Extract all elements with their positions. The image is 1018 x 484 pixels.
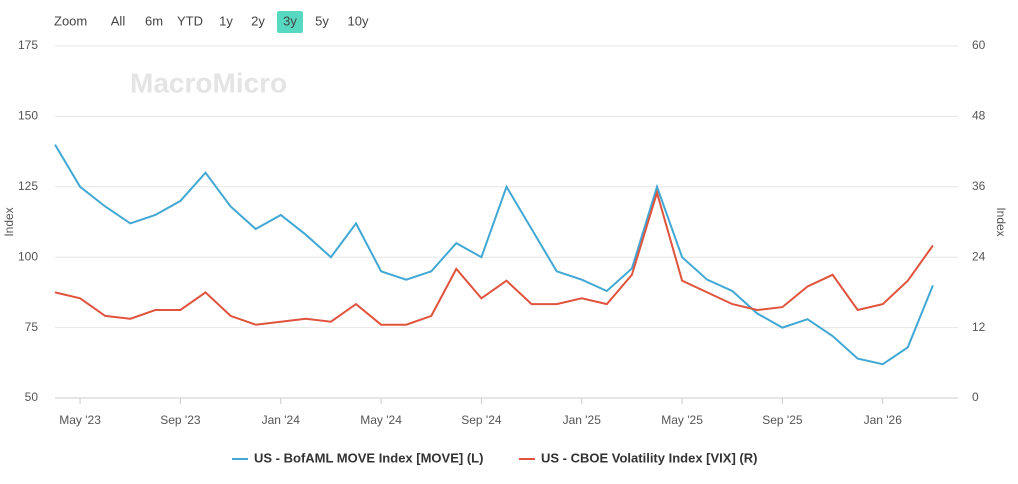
legend-label[interactable]: US - BofAML MOVE Index [MOVE] (L) [254, 450, 483, 465]
x-tick-label: May '25 [661, 413, 703, 427]
x-tick-label: Jan '24 [262, 413, 301, 427]
range-button[interactable]: 3y [283, 13, 297, 28]
range-button[interactable]: YTD [177, 13, 203, 28]
x-tick-label: Jan '25 [563, 413, 602, 427]
y2-tick-label: 24 [972, 249, 986, 263]
legend-label[interactable]: US - CBOE Volatility Index [VIX] (R) [541, 450, 757, 465]
range-button[interactable]: 10y [348, 13, 369, 28]
x-tick-label: Sep '25 [762, 413, 803, 427]
range-button-bg [277, 11, 303, 33]
series-line [54, 144, 934, 366]
y2-tick-label: 12 [972, 320, 986, 334]
y-tick-label: 125 [18, 179, 38, 193]
range-button[interactable]: 1y [219, 13, 233, 28]
y2-tick-label: 0 [972, 390, 979, 404]
y-tick-label: 100 [18, 249, 38, 263]
y2-axis-title: Index [994, 207, 1008, 236]
x-tick-label: May '24 [360, 413, 402, 427]
x-tick-label: Sep '24 [461, 413, 502, 427]
y-tick-label: 150 [18, 109, 38, 123]
y-tick-label: 75 [25, 320, 39, 334]
y2-tick-label: 48 [972, 109, 986, 123]
x-tick-label: May '23 [59, 413, 101, 427]
y2-tick-label: 60 [972, 38, 986, 52]
zoom-label: Zoom [54, 13, 87, 28]
range-button[interactable]: 5y [315, 13, 329, 28]
watermark: MacroMicro [130, 67, 287, 98]
series-line [54, 189, 934, 326]
x-tick-label: Jan '26 [864, 413, 903, 427]
range-button[interactable]: 2y [251, 13, 265, 28]
range-button[interactable]: 6m [145, 13, 163, 28]
y-tick-label: 50 [25, 390, 39, 404]
y2-tick-label: 36 [972, 179, 986, 193]
y-axis-title: Index [2, 207, 16, 236]
x-tick-label: Sep '23 [160, 413, 201, 427]
range-button[interactable]: All [111, 13, 126, 28]
y-tick-label: 175 [18, 38, 38, 52]
